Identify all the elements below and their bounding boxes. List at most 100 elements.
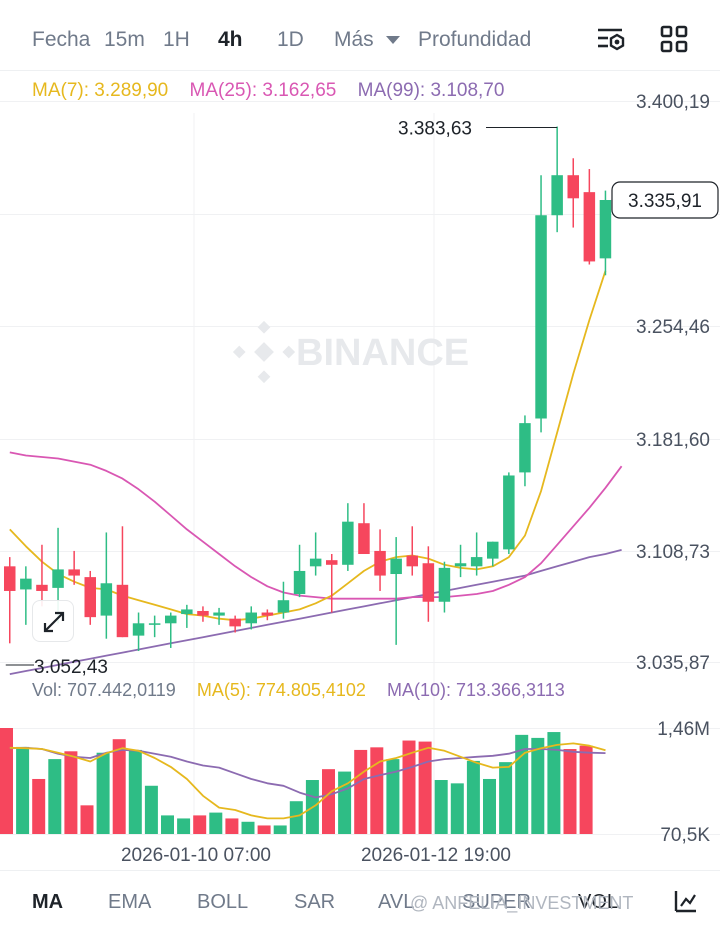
candle-body [487,541,499,559]
candle-body [326,560,338,565]
ma99-legend: MA(99): 3.108,70 [357,80,505,101]
volume-bar [64,751,78,834]
indicator-vol[interactable]: VOL [578,891,619,913]
candle [326,554,338,613]
indicator-super[interactable]: SUPER [462,891,531,913]
tab-4h[interactable]: 4h [218,28,243,51]
candle [599,190,612,276]
candle [309,532,322,576]
indicator-ema[interactable]: EMA [108,891,152,913]
candle [358,503,370,555]
vol-ma5-legend: MA(5): 774.805,4102 [196,680,366,700]
price-axis-label: 3.181,60 [636,430,710,451]
volume-bar [16,746,30,834]
candle-body [438,567,451,602]
volume-bar [531,737,545,834]
indicator-sar[interactable]: SAR [294,891,336,913]
candle [213,607,225,625]
chevron-down-icon[interactable] [386,36,400,44]
candle [438,561,451,613]
indicator-avl[interactable]: AVL [378,891,415,913]
volume-bar [225,818,239,834]
ma99-line [9,549,622,675]
volume-bar [354,749,368,834]
candle-body [261,612,274,616]
volume-bar [144,785,158,834]
indicator-settings-icon[interactable] [672,887,700,915]
indicator-bar: MA EMA BOLL SAR AVL SUPER VOL @ ANFELIA_… [0,870,720,933]
candle [535,175,547,433]
high-price-label: 3.383,63 [398,119,472,140]
price-axis-label: 3.035,87 [636,653,710,674]
candle [551,126,563,233]
candle [261,609,274,621]
price-axis-label: 3.400,19 [636,92,710,113]
volume-bar [0,728,13,834]
candle-body [535,215,547,419]
expand-chart-button[interactable] [32,600,74,642]
candle-body [36,584,48,591]
volume-bar [177,818,191,834]
candle-body [390,558,402,575]
candle [229,615,241,633]
candle-body [422,563,435,602]
volume-bar [241,821,255,834]
ma7-line [9,270,607,622]
price-axis-label: 3.254,46 [636,317,710,338]
tab-15m[interactable]: 15m [104,28,145,51]
time-axis-label: 2026-01-12 19:00 [361,845,511,866]
candle-body [342,521,354,565]
header-divider [0,70,720,71]
candle-body [245,612,257,624]
volume-bar [32,778,46,834]
candle [68,550,80,585]
candle-body [293,570,306,595]
expand-icon [43,611,65,633]
candle-body [52,569,64,588]
candle-body [165,615,177,624]
volume-bar [193,815,207,834]
indicator-ma[interactable]: MA [32,891,64,913]
volume-bar [48,759,62,834]
tab-1d[interactable]: 1D [277,28,304,51]
volume-bar [209,812,223,834]
volume-bar [483,778,496,834]
candle [4,557,16,644]
candle-body [84,577,96,618]
candle-body [197,610,209,616]
candle [165,612,177,648]
tab-more[interactable]: Más [334,28,374,51]
candle-body [358,523,370,555]
volume-bar [499,762,513,834]
candle [277,581,290,619]
candlestick-chart[interactable]: BINANCE 3.400,19 3.254,46 3.181,60 3.108,73… [0,0,720,870]
candle-body [454,563,467,567]
candle [84,570,96,625]
candle-body [132,623,145,636]
candle-body [406,555,418,567]
candle-body [470,557,483,567]
tab-date[interactable]: Fecha [32,28,91,51]
vol-legend: Vol: 707.442,0119 [32,680,176,700]
tab-depth[interactable]: Profundidad [418,28,532,51]
candle [567,158,579,228]
volume-bar [579,745,593,834]
candle-body [503,475,515,550]
volume-bar [80,805,94,834]
volume-axis-label: 1,46M [657,719,710,740]
volume-bar [402,740,416,834]
candle [36,544,48,607]
chart-settings-icon[interactable] [594,22,628,56]
time-axis-label: 2026-01-10 07:00 [121,845,271,866]
vol-ma5-line [9,742,606,820]
candle [245,606,257,630]
volume-bar [96,752,110,834]
grid-layout-icon[interactable] [657,22,691,56]
candle [503,472,515,555]
tab-1h[interactable]: 1H [163,28,190,51]
candle [116,526,129,638]
indicator-boll[interactable]: BOLL [197,891,249,913]
candle [487,541,499,567]
watermark-text: BINANCE [296,332,469,374]
ma-legend: MA(7): 3.289,90 MA(25): 3.162,65 MA(99):… [32,80,520,102]
